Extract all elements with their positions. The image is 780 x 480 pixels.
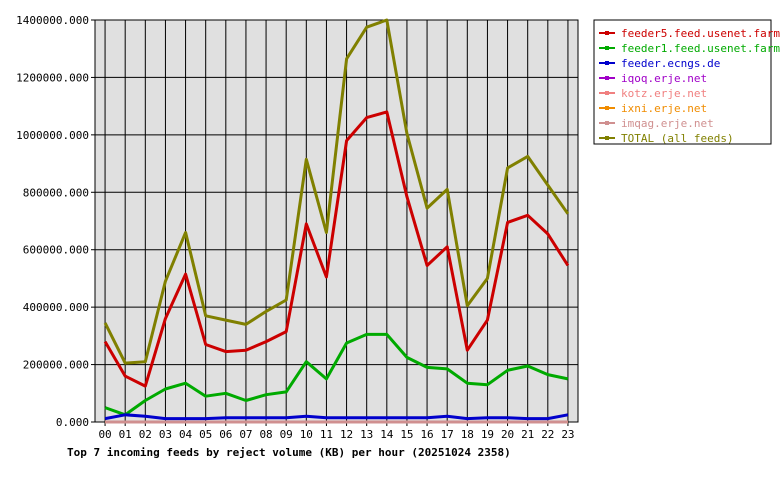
x-axis: 00 01 02 03 04 05 06 07 08 09 10 11 12 13 14 15 16 17 18 19… <box>98 422 575 441</box>
x-tick-label: 17 <box>441 428 454 441</box>
x-tick-label: 18 <box>461 428 474 441</box>
chart-title: Top 7 incoming feeds by reject volume (K… <box>67 446 511 459</box>
series-line-0 <box>103 110 570 388</box>
legend-label: feeder5.feed.usenet.farm <box>621 27 780 40</box>
y-tick-label: 800000.000 <box>23 186 89 199</box>
legend-label: iqoq.erje.net <box>621 72 707 85</box>
x-tick-label: 04 <box>179 428 193 441</box>
x-tick-label: 00 <box>98 428 111 441</box>
legend: feeder5.feed.usenet.farm feeder1.feed.use… <box>593 19 780 145</box>
legend-marker <box>605 76 609 80</box>
legend-label: feeder.ecngs.de <box>621 57 720 70</box>
x-tick-label: 02 <box>139 428 152 441</box>
y-tick-label: 1400000.000 <box>16 14 89 27</box>
x-tick-label: 21 <box>521 428 534 441</box>
y-tick-label: 1000000.000 <box>16 129 89 142</box>
x-tick-label: 23 <box>561 428 574 441</box>
x-tick-label: 16 <box>420 428 433 441</box>
legend-label: kotz.erje.net <box>621 87 707 100</box>
legend-marker <box>605 46 609 50</box>
x-tick-label: 20 <box>501 428 514 441</box>
x-tick-label: 03 <box>159 428 172 441</box>
legend-marker <box>605 136 609 140</box>
x-tick-label: 11 <box>320 428 333 441</box>
x-tick-label: 07 <box>239 428 252 441</box>
x-tick-label: 08 <box>259 428 272 441</box>
legend-marker <box>605 106 609 110</box>
y-tick-label: 1200000.000 <box>16 71 89 84</box>
series-line-1 <box>104 332 569 417</box>
x-tick-label: 06 <box>219 428 232 441</box>
x-tick-label: 19 <box>481 428 494 441</box>
legend-label: ixni.erje.net <box>621 102 707 115</box>
x-tick-label: 22 <box>541 428 554 441</box>
legend-label: feeder1.feed.usenet.farm <box>621 42 780 55</box>
legend-marker <box>605 31 609 35</box>
legend-marker <box>605 121 609 125</box>
x-tick-label: 15 <box>400 428 413 441</box>
x-tick-label: 10 <box>300 428 313 441</box>
series-line-7 <box>103 18 570 365</box>
legend-label: imqag.erje.net <box>621 117 714 130</box>
x-tick-label: 01 <box>119 428 132 441</box>
y-tick-label: 0.000 <box>56 416 89 429</box>
series-line-2 <box>104 413 569 421</box>
x-tick-label: 14 <box>380 428 394 441</box>
legend-marker <box>605 91 609 95</box>
x-tick-label: 12 <box>340 428 353 441</box>
y-tick-label: 400000.000 <box>23 301 89 314</box>
x-tick-label: 05 <box>199 428 212 441</box>
grid-lines <box>95 20 578 422</box>
x-tick-label: 13 <box>360 428 373 441</box>
legend-label: TOTAL (all feeds) <box>621 132 734 145</box>
x-tick-label: 09 <box>280 428 293 441</box>
series-lines <box>103 18 570 424</box>
y-tick-label: 600000.000 <box>23 244 89 257</box>
y-tick-label: 200000.000 <box>23 359 89 372</box>
legend-marker <box>605 61 609 65</box>
legend-box <box>593 19 772 145</box>
y-axis: 0.000 200000.000 400000.000 600000.000 80000… <box>16 14 95 429</box>
